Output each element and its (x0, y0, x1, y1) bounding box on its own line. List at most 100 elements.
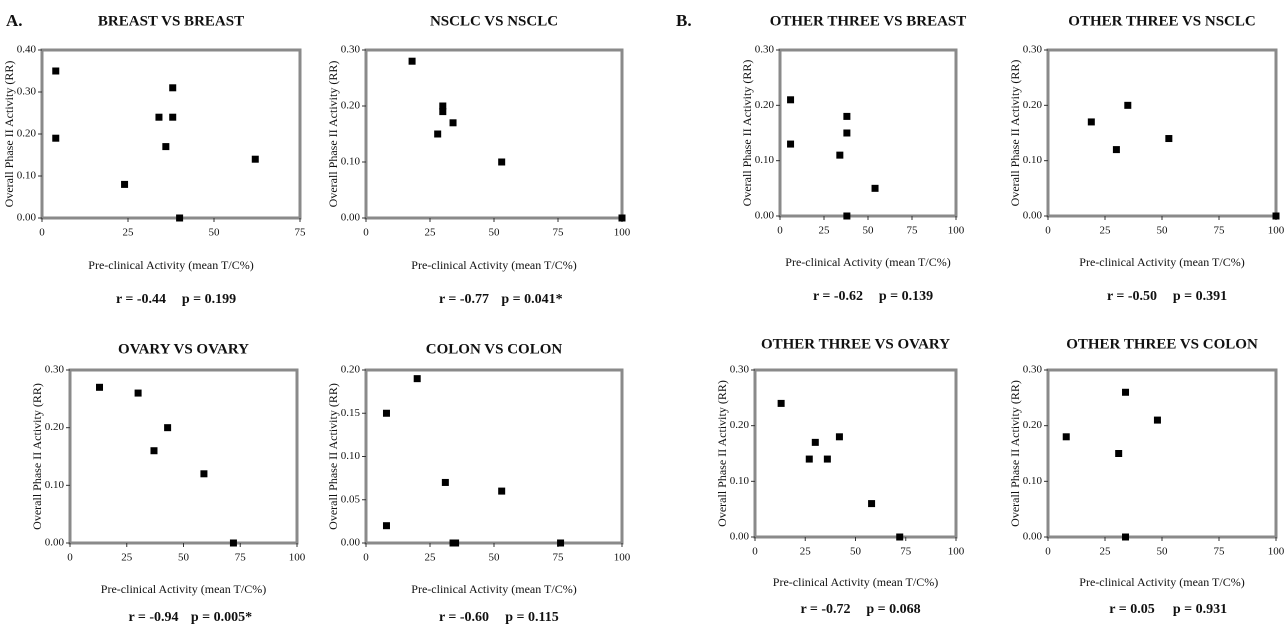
point (121, 180, 129, 188)
x-tick-label: 100 (614, 227, 631, 239)
x-tick-label: 75 (235, 552, 247, 564)
point (787, 140, 795, 148)
x-tick-label: 50 (489, 227, 501, 239)
plot-frame (1046, 368, 1278, 539)
point (162, 143, 170, 151)
stat-p: p = 0.199 (182, 292, 236, 307)
x-tick-label: 0 (1045, 225, 1051, 237)
point (229, 539, 237, 547)
x-tick-label: 100 (1268, 546, 1285, 558)
point (1062, 433, 1070, 441)
y-tick-label: 0.30 (17, 86, 37, 98)
point (1153, 416, 1161, 424)
y-axis-label: Overall Phase II Activity (RR) (1008, 380, 1022, 527)
y-tick-label: 0.30 (755, 44, 775, 56)
y-tick-label: 0.00 (45, 537, 65, 549)
point (169, 84, 177, 92)
y-tick-label: 0.20 (45, 421, 65, 433)
y-tick-label: 0.30 (45, 364, 65, 376)
x-tick-label: 75 (1214, 225, 1226, 237)
x-tick-label: 25 (123, 227, 135, 239)
y-tick-label: 0.10 (1023, 154, 1043, 166)
y-tick-label: 0.10 (45, 479, 65, 491)
plot-frame (778, 48, 958, 218)
y-tick-label: 0.20 (17, 128, 37, 140)
y-tick-label: 0.00 (1023, 210, 1043, 222)
point (1272, 212, 1280, 220)
y-tick-label: 0.30 (1023, 44, 1043, 56)
point (871, 184, 879, 192)
x-tick-label: 25 (800, 546, 812, 558)
point (408, 57, 416, 65)
x-tick-label: 0 (39, 227, 45, 239)
x-tick-label: 75 (900, 546, 912, 558)
point (1087, 118, 1095, 126)
stat-r: r = 0.05 (1109, 602, 1154, 617)
x-axis-label: Pre-clinical Activity (mean T/C%) (411, 258, 576, 272)
plot-frame (364, 48, 624, 220)
stat-r: r = -0.94 (128, 610, 178, 625)
x-tick-label: 50 (489, 552, 501, 564)
point (843, 129, 851, 137)
y-tick-label: 0.10 (341, 450, 361, 462)
stat-r: r = -0.50 (1107, 289, 1157, 304)
chart-title: BREAST VS BREAST (98, 13, 244, 29)
x-tick-label: 75 (295, 227, 307, 239)
y-axis-label: Overall Phase II Activity (RR) (1008, 60, 1022, 207)
point (1124, 101, 1132, 109)
point (169, 113, 177, 121)
y-tick-label: 0.10 (17, 170, 37, 182)
y-tick-label: 0.00 (730, 531, 750, 543)
point (382, 522, 390, 530)
y-tick-label: 0.15 (341, 407, 361, 419)
stat-p: p = 0.115 (505, 610, 559, 625)
point (498, 158, 506, 166)
plot-frame (1046, 48, 1278, 218)
x-tick-label: 50 (850, 546, 862, 558)
panel-label: A. (6, 11, 23, 30)
point (134, 389, 142, 397)
plot-frame (68, 368, 299, 545)
x-tick-label: 0 (777, 225, 783, 237)
y-tick-label: 0.20 (341, 364, 361, 376)
y-tick-label: 0.20 (341, 100, 361, 112)
point (843, 112, 851, 120)
y-axis-label: Overall Phase II Activity (RR) (326, 61, 340, 208)
chart-title: OTHER THREE VS NSCLC (1068, 13, 1255, 29)
y-tick-label: 0.20 (755, 99, 775, 111)
y-tick-label: 0.10 (730, 475, 750, 487)
point (618, 214, 626, 222)
x-tick-label: 50 (863, 225, 875, 237)
y-tick-label: 0.00 (755, 210, 775, 222)
x-tick-label: 75 (1214, 546, 1226, 558)
stat-p: p = 0.041* (501, 292, 562, 307)
y-tick-label: 0.00 (17, 212, 37, 224)
chart-title: OTHER THREE VS COLON (1066, 336, 1258, 352)
y-tick-label: 0.30 (341, 44, 361, 56)
x-tick-label: 25 (1100, 225, 1112, 237)
point (251, 155, 259, 163)
stat-p: p = 0.391 (1173, 289, 1227, 304)
x-tick-label: 25 (425, 552, 437, 564)
x-tick-label: 25 (1100, 546, 1112, 558)
stat-r: r = -0.72 (800, 602, 850, 617)
y-tick-label: 0.30 (1023, 364, 1043, 376)
x-axis-label: Pre-clinical Activity (mean T/C%) (88, 258, 253, 272)
stat-r: r = -0.60 (439, 610, 489, 625)
y-tick-label: 0.20 (1023, 419, 1043, 431)
x-tick-label: 50 (1157, 225, 1169, 237)
point (52, 134, 60, 142)
x-tick-label: 25 (121, 552, 133, 564)
point (498, 487, 506, 495)
stat-p: p = 0.931 (1173, 602, 1227, 617)
point (449, 119, 457, 127)
x-tick-label: 50 (1157, 546, 1169, 558)
stat-r: r = -0.62 (813, 289, 863, 304)
stat-r: r = -0.77 (439, 292, 489, 307)
y-axis-label: Overall Phase II Activity (RR) (326, 383, 340, 530)
point (441, 478, 449, 486)
chart-title: OTHER THREE VS OVARY (761, 336, 950, 352)
point (434, 130, 442, 138)
x-axis-label: Pre-clinical Activity (mean T/C%) (785, 255, 950, 269)
point (155, 113, 163, 121)
